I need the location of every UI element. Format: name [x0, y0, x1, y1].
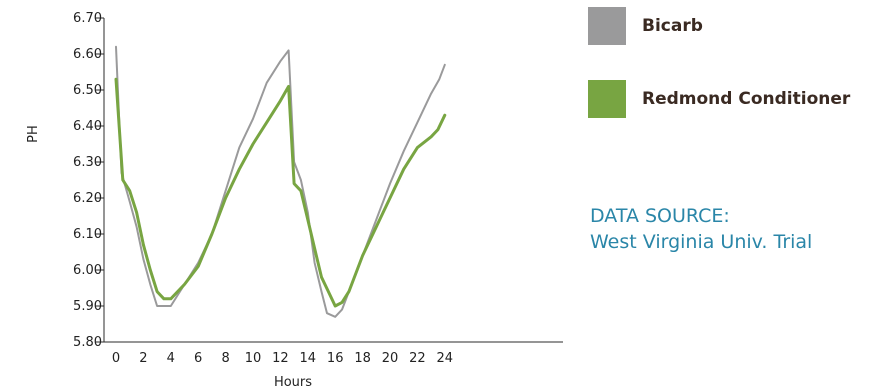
legend-label-bicarb: Bicarb: [642, 16, 703, 36]
legend-item-bicarb: Bicarb: [588, 6, 703, 46]
y-tick-label: 6.20: [73, 191, 102, 206]
legend-item-redmond-conditioner: Redmond Conditioner: [588, 79, 850, 119]
x-tick-label: 8: [221, 351, 229, 366]
legend-swatch-redmond-conditioner: [588, 80, 626, 118]
y-tick-label: 5.90: [73, 299, 102, 314]
y-tick-label: 6.50: [73, 83, 102, 98]
series-line-bicarb: [115, 45, 446, 318]
data-source-note: DATA SOURCE: West Virginia Univ. Trial: [590, 203, 812, 255]
legend-swatch-bicarb: [588, 7, 626, 45]
y-tick-label: 6.40: [73, 119, 102, 134]
series-line-redmond-conditioner: [114, 77, 447, 308]
x-axis-label: Hours: [274, 375, 312, 390]
data-source-text: West Virginia Univ. Trial: [590, 231, 813, 253]
x-tick-label: 4: [167, 351, 175, 366]
y-ticks: 5.80 5.90 6.00 6.10 6.20 6.30 6.40 6.50 6.60 6.70: [73, 11, 104, 350]
series-group: [114, 45, 447, 318]
x-tick-label: 10: [245, 351, 262, 366]
x-tick-label: 14: [300, 351, 317, 366]
y-axis-label: PH: [26, 125, 41, 143]
x-tick-label: 20: [382, 351, 399, 366]
data-source-heading: DATA SOURCE:: [590, 205, 730, 227]
legend-label-redmond-conditioner: Redmond Conditioner: [642, 89, 851, 109]
x-tick-label: 24: [437, 351, 454, 366]
x-tick-label: 6: [194, 351, 202, 366]
x-tick-label: 16: [327, 351, 344, 366]
y-tick-label: 6.70: [73, 11, 102, 26]
x-tick-label: 12: [272, 351, 289, 366]
y-tick-label: 6.00: [73, 263, 102, 278]
y-tick-label: 6.30: [73, 155, 102, 170]
x-tick-label: 22: [409, 351, 426, 366]
y-tick-label: 5.80: [73, 335, 102, 350]
y-tick-label: 6.10: [73, 227, 102, 242]
x-tick-label: 2: [139, 351, 147, 366]
x-ticks: 0 2 4 6 8 10 12 14 16 18 20 22 24: [112, 351, 453, 366]
y-tick-label: 6.60: [73, 47, 102, 62]
x-tick-label: 18: [354, 351, 371, 366]
x-tick-label: 0: [112, 351, 120, 366]
